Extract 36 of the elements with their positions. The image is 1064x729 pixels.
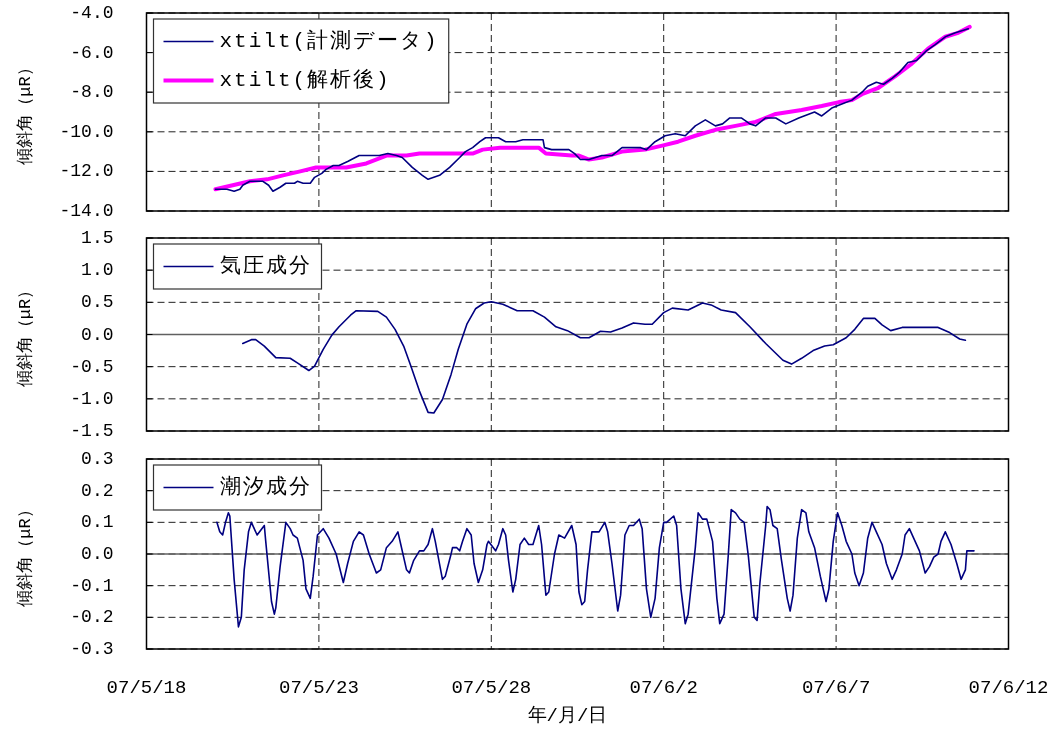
legend: 潮汐成分 (152, 464, 323, 511)
legend-label: 潮汐成分 (219, 475, 312, 499)
y-tick-label: -0.2 (70, 607, 114, 628)
y-axis-title: 傾斜角（μR） (15, 281, 35, 388)
y-tick-label: -12.0 (59, 161, 114, 182)
x-tick-label: 07/6/7 (801, 677, 871, 699)
y-tick-label: 0.2 (81, 480, 114, 501)
y-tick-label: 0.0 (81, 544, 114, 564)
legend-label: 気圧成分 (219, 254, 312, 278)
y-tick-label: -8.0 (70, 82, 114, 103)
y-tick-label: 0.1 (81, 512, 114, 533)
legend: 気圧成分 (152, 243, 323, 290)
y-tick-label: 1.5 (81, 228, 114, 248)
x-tick-label: 07/5/28 (451, 677, 532, 699)
legend-label: xtilt(解析後) (219, 68, 391, 92)
y-tick-label: -10.0 (59, 121, 114, 142)
y-tick-label: -1.0 (70, 388, 114, 409)
x-tick-label: 07/5/23 (278, 677, 359, 699)
y-tick-label: -0.3 (70, 639, 114, 659)
y-tick-label: 0.3 (81, 449, 114, 469)
y-tick-label: -14.0 (59, 201, 114, 221)
x-tick-label: 07/6/2 (629, 677, 698, 699)
y-tick-label: -6.0 (70, 42, 114, 63)
y-tick-label: -1.5 (70, 421, 114, 441)
legend-label: xtilt(計測データ) (219, 29, 439, 53)
y-tick-label: 1.0 (81, 260, 114, 281)
y-tick-label: 0.5 (81, 292, 114, 313)
y-tick-label: 0.0 (81, 324, 114, 345)
y-tick-label: -0.5 (70, 356, 114, 377)
y-tick-label: -0.1 (70, 575, 114, 596)
y-axis-title: 傾斜角（μR） (15, 501, 35, 607)
x-tick-label: 07/5/18 (106, 677, 187, 699)
x-tick-label: 07/6/12 (968, 677, 1049, 699)
y-tick-label: -4.0 (70, 3, 114, 23)
y-axis-title: 傾斜角（μR） (15, 59, 35, 165)
x-axis-title: 年/月/日 (527, 705, 608, 727)
